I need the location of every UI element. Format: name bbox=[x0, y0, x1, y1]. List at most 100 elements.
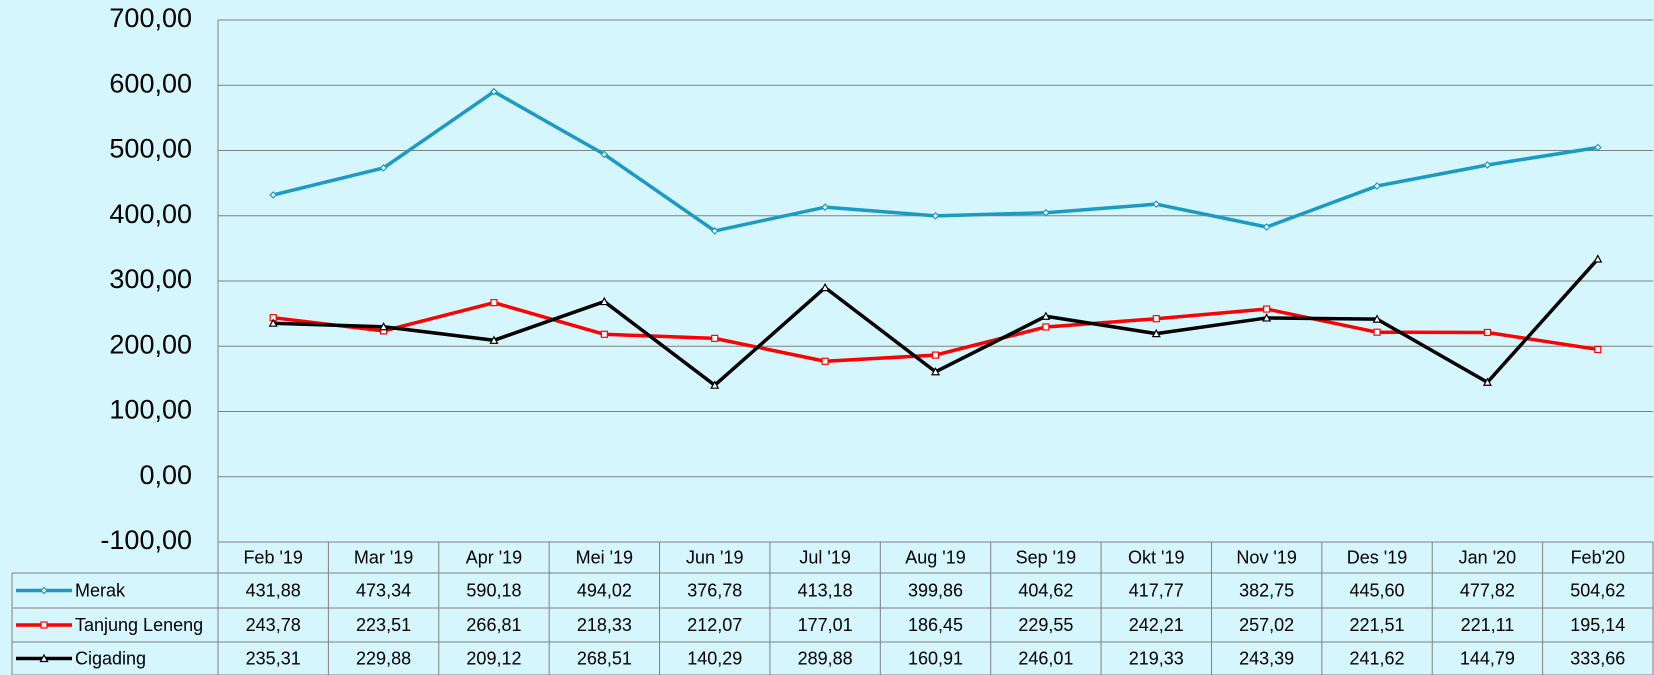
x-tick-label: Feb '19 bbox=[243, 547, 302, 567]
table-value: 229,88 bbox=[356, 648, 411, 668]
table-value: 219,33 bbox=[1129, 648, 1184, 668]
x-tick-label: Sep '19 bbox=[1016, 547, 1077, 567]
marker bbox=[490, 87, 498, 96]
table-value: 494,02 bbox=[577, 580, 632, 600]
y-tick-label: 400,00 bbox=[109, 199, 192, 229]
marker bbox=[1152, 200, 1161, 209]
marker bbox=[1373, 182, 1381, 190]
table-value: 404,62 bbox=[1018, 580, 1073, 600]
table-value: 417,77 bbox=[1129, 580, 1184, 600]
table-value: 177,01 bbox=[798, 615, 853, 635]
marker bbox=[379, 164, 388, 172]
y-tick-label: 0,00 bbox=[139, 460, 192, 490]
marker bbox=[1262, 223, 1271, 231]
marker bbox=[600, 330, 608, 338]
y-tick-label: 300,00 bbox=[109, 264, 192, 294]
marker bbox=[820, 282, 830, 292]
table-value: 229,55 bbox=[1018, 615, 1073, 635]
legend-label: Merak bbox=[75, 580, 126, 600]
marker bbox=[599, 296, 609, 306]
marker bbox=[490, 299, 498, 307]
table-value: 160,91 bbox=[908, 648, 963, 668]
marker bbox=[1483, 161, 1492, 169]
table-value: 186,45 bbox=[908, 615, 963, 635]
table-value: 445,60 bbox=[1350, 580, 1405, 600]
marker bbox=[931, 351, 940, 359]
marker bbox=[1151, 328, 1161, 338]
marker bbox=[1593, 254, 1603, 263]
x-tick-label: Nov '19 bbox=[1236, 547, 1296, 567]
table-value: 289,88 bbox=[798, 648, 853, 668]
legend-label: Cigading bbox=[75, 648, 146, 668]
marker bbox=[489, 335, 499, 344]
y-tick-label: 200,00 bbox=[109, 329, 192, 359]
marker bbox=[1041, 311, 1051, 320]
table-value: 140,29 bbox=[687, 648, 742, 668]
marker bbox=[1152, 315, 1160, 323]
table-value: 235,31 bbox=[246, 648, 301, 668]
marker bbox=[40, 586, 48, 595]
x-tick-label: Jul '19 bbox=[799, 547, 850, 567]
marker bbox=[930, 366, 941, 376]
table-value: 477,82 bbox=[1460, 580, 1515, 600]
marker bbox=[821, 203, 829, 211]
table-value: 431,88 bbox=[246, 580, 301, 600]
marker bbox=[1594, 345, 1602, 354]
table-value: 195,14 bbox=[1570, 615, 1625, 635]
x-tick-label: Mar '19 bbox=[354, 547, 413, 567]
marker bbox=[1593, 143, 1602, 152]
table-value: 221,51 bbox=[1350, 615, 1405, 635]
marker bbox=[379, 321, 389, 331]
table-value: 382,75 bbox=[1239, 580, 1294, 600]
x-tick-label: Mei '19 bbox=[576, 547, 633, 567]
table-value: 144,79 bbox=[1460, 648, 1515, 668]
table-value: 268,51 bbox=[577, 648, 632, 668]
y-tick-label: 500,00 bbox=[109, 134, 192, 164]
marker bbox=[1482, 377, 1492, 386]
marker bbox=[1042, 323, 1050, 331]
marker bbox=[1042, 208, 1050, 217]
table-value: 413,18 bbox=[798, 580, 853, 600]
x-tick-label: Feb'20 bbox=[1571, 547, 1625, 567]
marker bbox=[268, 318, 278, 327]
table-value: 212,07 bbox=[687, 615, 742, 635]
marker bbox=[1262, 313, 1272, 322]
table-value: 209,12 bbox=[466, 648, 521, 668]
marker bbox=[1373, 328, 1381, 336]
table-value: 504,62 bbox=[1570, 580, 1625, 600]
x-tick-label: Jan '20 bbox=[1459, 547, 1516, 567]
table-value: 221,11 bbox=[1461, 615, 1515, 635]
marker bbox=[269, 191, 278, 199]
table-value: 223,51 bbox=[356, 615, 411, 635]
marker bbox=[1372, 314, 1382, 323]
table-value: 218,33 bbox=[577, 615, 632, 635]
table-value: 376,78 bbox=[687, 580, 742, 600]
marker bbox=[711, 334, 719, 342]
y-tick-label: 600,00 bbox=[109, 68, 192, 98]
table-value: 590,18 bbox=[466, 580, 521, 600]
table-value: 243,78 bbox=[246, 615, 301, 635]
table-value: 333,66 bbox=[1570, 648, 1625, 668]
marker bbox=[1263, 305, 1271, 313]
series-line bbox=[273, 257, 1600, 387]
table-value: 241,62 bbox=[1350, 648, 1405, 668]
marker bbox=[1483, 328, 1492, 337]
marker bbox=[40, 621, 48, 629]
y-tick-label: 700,00 bbox=[109, 3, 192, 33]
table-value: 266,81 bbox=[466, 615, 521, 635]
marker bbox=[710, 227, 719, 235]
table-value: 246,01 bbox=[1018, 648, 1073, 668]
marker bbox=[39, 653, 49, 663]
legend-label: Tanjung Leneng bbox=[75, 615, 203, 635]
table-value: 257,02 bbox=[1239, 615, 1294, 635]
marker bbox=[710, 380, 720, 389]
table-value: 473,34 bbox=[356, 580, 411, 600]
marker bbox=[931, 211, 940, 220]
x-tick-label: Okt '19 bbox=[1128, 547, 1184, 567]
series-line bbox=[272, 89, 1599, 233]
table-value: 243,39 bbox=[1239, 648, 1294, 668]
x-tick-label: Apr '19 bbox=[466, 547, 522, 567]
x-tick-label: Des '19 bbox=[1347, 547, 1407, 567]
x-tick-label: Aug '19 bbox=[905, 547, 966, 567]
